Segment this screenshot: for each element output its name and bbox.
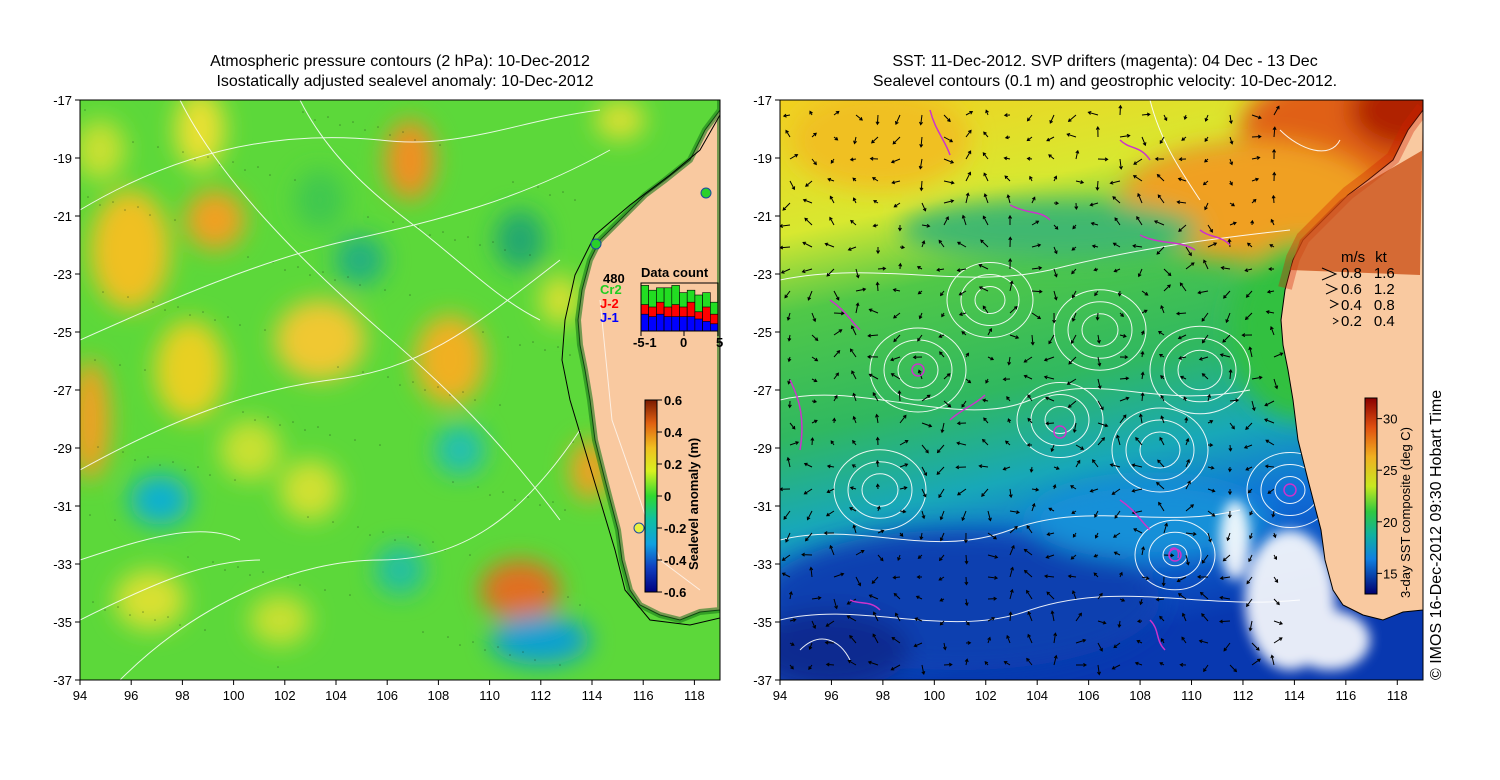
sst-colorbar-tick: 30 (1383, 412, 1397, 427)
lon-tick-label: 98 (876, 688, 890, 703)
lon-tick-label: 112 (530, 688, 551, 703)
lon-tick-label: 100 (223, 688, 245, 703)
lon-tick-label: 116 (633, 688, 654, 703)
imos-credit: © IMOS 16-Dec-2012 09:30 Hobart Time (1428, 389, 1445, 680)
lat-tick-label: -21 (753, 209, 772, 224)
sealevel-colorbar-tick: -0.2 (664, 521, 686, 536)
vel-row2-kt: 1.2 (1373, 281, 1395, 298)
legend-j1: J-1 (600, 310, 619, 325)
lon-tick-label: 118 (684, 688, 705, 703)
sealevel-colorbar-tick: -0.4 (664, 553, 687, 568)
lon-tick-label: 104 (1026, 688, 1048, 703)
lon-tick-label: 96 (824, 688, 838, 703)
lon-tick-label: 94 (773, 688, 787, 703)
lat-tick-label: -37 (53, 673, 72, 688)
lat-tick-label: -19 (753, 151, 772, 166)
lat-tick-label: -23 (753, 267, 772, 282)
left-title-line1: Atmospheric pressure contours (2 hPa): 1… (210, 53, 590, 70)
lon-tick-label: 112 (1233, 688, 1254, 703)
lat-tick-label: -37 (753, 673, 772, 688)
lon-tick-label: 116 (1335, 688, 1356, 703)
left-title: Atmospheric pressure contours (2 hPa): 1… (80, 52, 720, 92)
vel-row4-kt: 0.4 (1373, 313, 1395, 330)
sst-colorbar-label: 3-day SST composite (deg C) (1398, 427, 1413, 598)
sealevel-colorbar-tick: 0.4 (664, 425, 683, 440)
lat-tick-label: -17 (53, 93, 72, 108)
lon-tick-label: 102 (975, 688, 997, 703)
right-title-line1: SST: 11-Dec-2012. SVP drifters (magenta)… (892, 53, 1318, 70)
right-title-line2: Sealevel contours (0.1 m) and geostrophi… (872, 73, 1338, 90)
legend-cr2: Cr2 (600, 282, 622, 297)
lat-tick-label: -17 (753, 93, 772, 108)
sst-colorbar (1364, 397, 1378, 595)
lat-tick-label: -29 (53, 441, 72, 456)
sst-colorbar-tick: 20 (1383, 515, 1397, 530)
vel-row2-ms: 0.6 (1341, 281, 1362, 298)
hist-tick-m1: -1 (645, 335, 657, 350)
lon-tick-label: 96 (124, 688, 138, 703)
lat-tick-label: -23 (53, 267, 72, 282)
lon-tick-label: 110 (479, 688, 500, 703)
sealevel-colorbar-tick: 0.2 (664, 457, 682, 472)
velocity-legend-arrows (1321, 267, 1340, 325)
lat-tick-label: -33 (753, 557, 772, 572)
lon-tick-label: 104 (325, 688, 347, 703)
lat-tick-label: -25 (753, 325, 772, 340)
velocity-legend: m/s kt 0.8 1.6 0.6 1.2 0.4 0.8 0.2 0.4 (1341, 250, 1395, 330)
lon-tick-label: 108 (1129, 688, 1151, 703)
hist-tick-5: 5 (716, 335, 724, 350)
vel-header-kt: kt (1375, 249, 1387, 266)
lat-tick-label: -25 (53, 325, 72, 340)
lat-tick-label: -35 (753, 615, 772, 630)
lon-tick-label: 94 (73, 688, 87, 703)
lon-tick-label: 106 (1078, 688, 1100, 703)
lon-tick-label: 118 (1387, 688, 1408, 703)
legend-j2: J-2 (600, 296, 619, 311)
sst-map (780, 100, 1423, 680)
sealevel-anomaly-map (80, 100, 720, 680)
sealevel-colorbar-tick: 0 (664, 489, 671, 504)
left-title-line2: Isostatically adjusted sealevel anomaly:… (216, 73, 594, 90)
sst-colorbar-tick: 25 (1383, 463, 1397, 478)
lon-tick-label: 108 (428, 688, 450, 703)
data-count-histogram (640, 282, 719, 336)
lat-tick-label: -27 (53, 383, 72, 398)
lon-tick-label: 102 (274, 688, 296, 703)
data-count-title: Data count (641, 265, 709, 280)
lat-tick-label: -33 (53, 557, 72, 572)
hist-tick-m5: -5 (633, 335, 645, 350)
lat-tick-label: -29 (753, 441, 772, 456)
sst-colorbar-tick: 15 (1383, 566, 1397, 581)
lon-tick-label: 106 (376, 688, 398, 703)
lat-tick-label: -21 (53, 209, 72, 224)
sealevel-colorbar-tick: 0.6 (664, 393, 682, 408)
sealevel-colorbar (644, 399, 658, 593)
sealevel-colorbar-tick: -0.6 (664, 585, 686, 600)
lon-tick-label: 110 (1181, 688, 1202, 703)
data-count-max: 480 (603, 271, 625, 286)
vel-row1-kt: 1.6 (1373, 265, 1395, 282)
lon-tick-label: 114 (1284, 688, 1305, 703)
lon-tick-label: 100 (923, 688, 945, 703)
lat-tick-label: -19 (53, 151, 72, 166)
vel-row1-ms: 0.8 (1341, 265, 1362, 282)
vel-row3-kt: 0.8 (1373, 297, 1395, 314)
lat-tick-label: -31 (753, 499, 772, 514)
lon-tick-label: 114 (582, 688, 603, 703)
lat-tick-label: -31 (53, 499, 72, 514)
vel-row3-ms: 0.4 (1341, 297, 1362, 314)
right-title: SST: 11-Dec-2012. SVP drifters (magenta)… (780, 52, 1430, 92)
sealevel-colorbar-label: Sealevel anomaly (m) (686, 437, 701, 570)
lon-tick-label: 98 (175, 688, 189, 703)
vel-row4-ms: 0.2 (1341, 313, 1362, 330)
lat-tick-label: -35 (53, 615, 72, 630)
hist-tick-0: 0 (680, 335, 688, 350)
lat-tick-label: -27 (753, 383, 772, 398)
vel-header-ms: m/s (1341, 249, 1366, 266)
